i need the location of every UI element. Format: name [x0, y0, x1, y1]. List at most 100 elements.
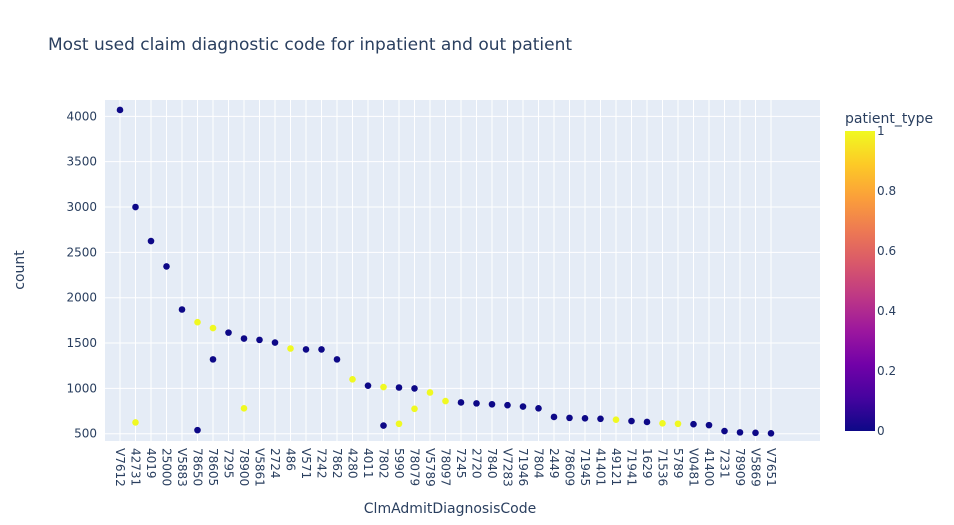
data-point — [767, 429, 775, 437]
data-point — [705, 421, 713, 429]
data-point — [209, 356, 217, 363]
grid-lines — [105, 100, 820, 441]
data-point — [643, 418, 651, 426]
data-point — [318, 346, 325, 353]
data-point — [659, 420, 666, 427]
data-point — [411, 385, 418, 392]
data-point — [333, 356, 341, 363]
data-point — [240, 405, 248, 412]
chart-title: Most used claim diagnostic code for inpa… — [48, 35, 572, 55]
x-tick-label: 71946 — [516, 448, 530, 486]
x-tick-label: V7283 — [501, 448, 515, 487]
data-points — [116, 106, 775, 437]
colorbar-tick-label: 0.8 — [877, 184, 896, 198]
y-tick-label: 3500 — [66, 155, 97, 169]
data-point — [194, 318, 201, 326]
data-point — [178, 306, 186, 313]
x-tick-label: 78900 — [237, 448, 251, 486]
x-tick-label: 49121 — [609, 448, 623, 486]
data-point — [256, 336, 263, 344]
x-axis-title: ClmAdmitDiagnosisCode — [364, 501, 536, 517]
x-tick-label: 7231 — [718, 448, 732, 479]
y-tick-label: 2000 — [66, 291, 97, 305]
x-tick-label: 7245 — [454, 448, 468, 479]
x-tick-label: 71941 — [625, 448, 639, 486]
data-point — [612, 416, 620, 423]
x-tick-label: 7802 — [377, 448, 391, 479]
data-point — [147, 237, 155, 245]
data-point — [473, 400, 480, 407]
y-tick-label: 2500 — [66, 245, 97, 259]
data-point — [380, 383, 387, 391]
data-point — [736, 429, 744, 436]
y-tick-label: 3000 — [66, 200, 97, 214]
colorbar — [845, 131, 875, 431]
data-point — [395, 384, 403, 391]
x-tick-label: V7612 — [113, 448, 127, 487]
x-tick-label: V571 — [299, 448, 313, 479]
data-point — [411, 405, 418, 413]
x-tick-label: 78097 — [439, 448, 453, 486]
data-point — [674, 420, 682, 428]
y-axis-ticks: 500 1000 1500 2000 2500 3000 3500 4000 — [66, 109, 97, 440]
x-tick-label: 2724 — [268, 448, 282, 479]
x-tick-label: V5869 — [749, 448, 763, 487]
x-tick-label: 5789 — [671, 448, 685, 479]
y-axis-title: count — [12, 250, 28, 290]
colorbar-tick-label: 0 — [877, 424, 885, 438]
x-tick-label: 5990 — [392, 448, 406, 479]
data-point — [380, 422, 387, 429]
x-tick-label: 2449 — [547, 448, 561, 479]
data-point — [519, 403, 527, 410]
data-point — [488, 400, 496, 408]
y-tick-label: 4000 — [66, 109, 97, 123]
data-point — [132, 419, 139, 426]
data-point — [271, 339, 279, 346]
data-point — [395, 420, 403, 428]
x-tick-label: 25000 — [160, 448, 174, 486]
colorbar-tick-label: 0.2 — [877, 364, 896, 378]
x-tick-label: 7804 — [532, 448, 546, 479]
colorbar-ticks: 0 0.2 0.4 0.6 0.8 1 — [877, 124, 896, 438]
colorbar-tick-label: 0.4 — [877, 304, 896, 318]
colorbar-tick-label: 0.6 — [877, 244, 896, 258]
x-tick-label: 41401 — [594, 448, 608, 486]
data-point — [287, 345, 294, 352]
data-point — [209, 324, 217, 332]
data-point — [581, 415, 589, 422]
data-point — [163, 263, 170, 270]
x-tick-label: V5861 — [253, 448, 267, 487]
colorbar-title: patient_type — [845, 111, 933, 127]
x-axis-ticks: V7612 42731 4019 25000 V5883 78650 78605 7295 78… — [113, 448, 778, 487]
x-tick-label: 71945 — [578, 448, 592, 486]
data-point — [457, 399, 465, 406]
data-point — [426, 389, 434, 396]
data-point — [566, 414, 573, 422]
data-point — [225, 329, 232, 336]
data-point — [628, 417, 635, 425]
x-tick-label: 4280 — [346, 448, 360, 479]
plot-area — [105, 100, 820, 441]
data-point — [504, 401, 511, 409]
x-tick-label: 7862 — [330, 448, 344, 479]
data-point — [302, 346, 310, 353]
data-point — [550, 413, 558, 421]
x-tick-label: 78909 — [733, 448, 747, 486]
y-tick-label: 1500 — [66, 336, 97, 350]
data-point — [364, 382, 372, 389]
x-tick-label: 486 — [284, 448, 298, 471]
x-tick-label: V5789 — [423, 448, 437, 487]
data-point — [349, 376, 356, 383]
data-point — [194, 426, 201, 434]
data-point — [132, 203, 139, 211]
x-tick-label: 7840 — [485, 448, 499, 479]
x-tick-label: 78609 — [563, 448, 577, 486]
y-tick-label: 500 — [74, 427, 97, 441]
data-point — [442, 397, 449, 405]
x-tick-label: 78079 — [408, 448, 422, 486]
data-point — [535, 405, 542, 412]
x-tick-label: 1629 — [640, 448, 654, 479]
x-tick-label: 2720 — [470, 448, 484, 479]
data-point — [597, 415, 604, 423]
